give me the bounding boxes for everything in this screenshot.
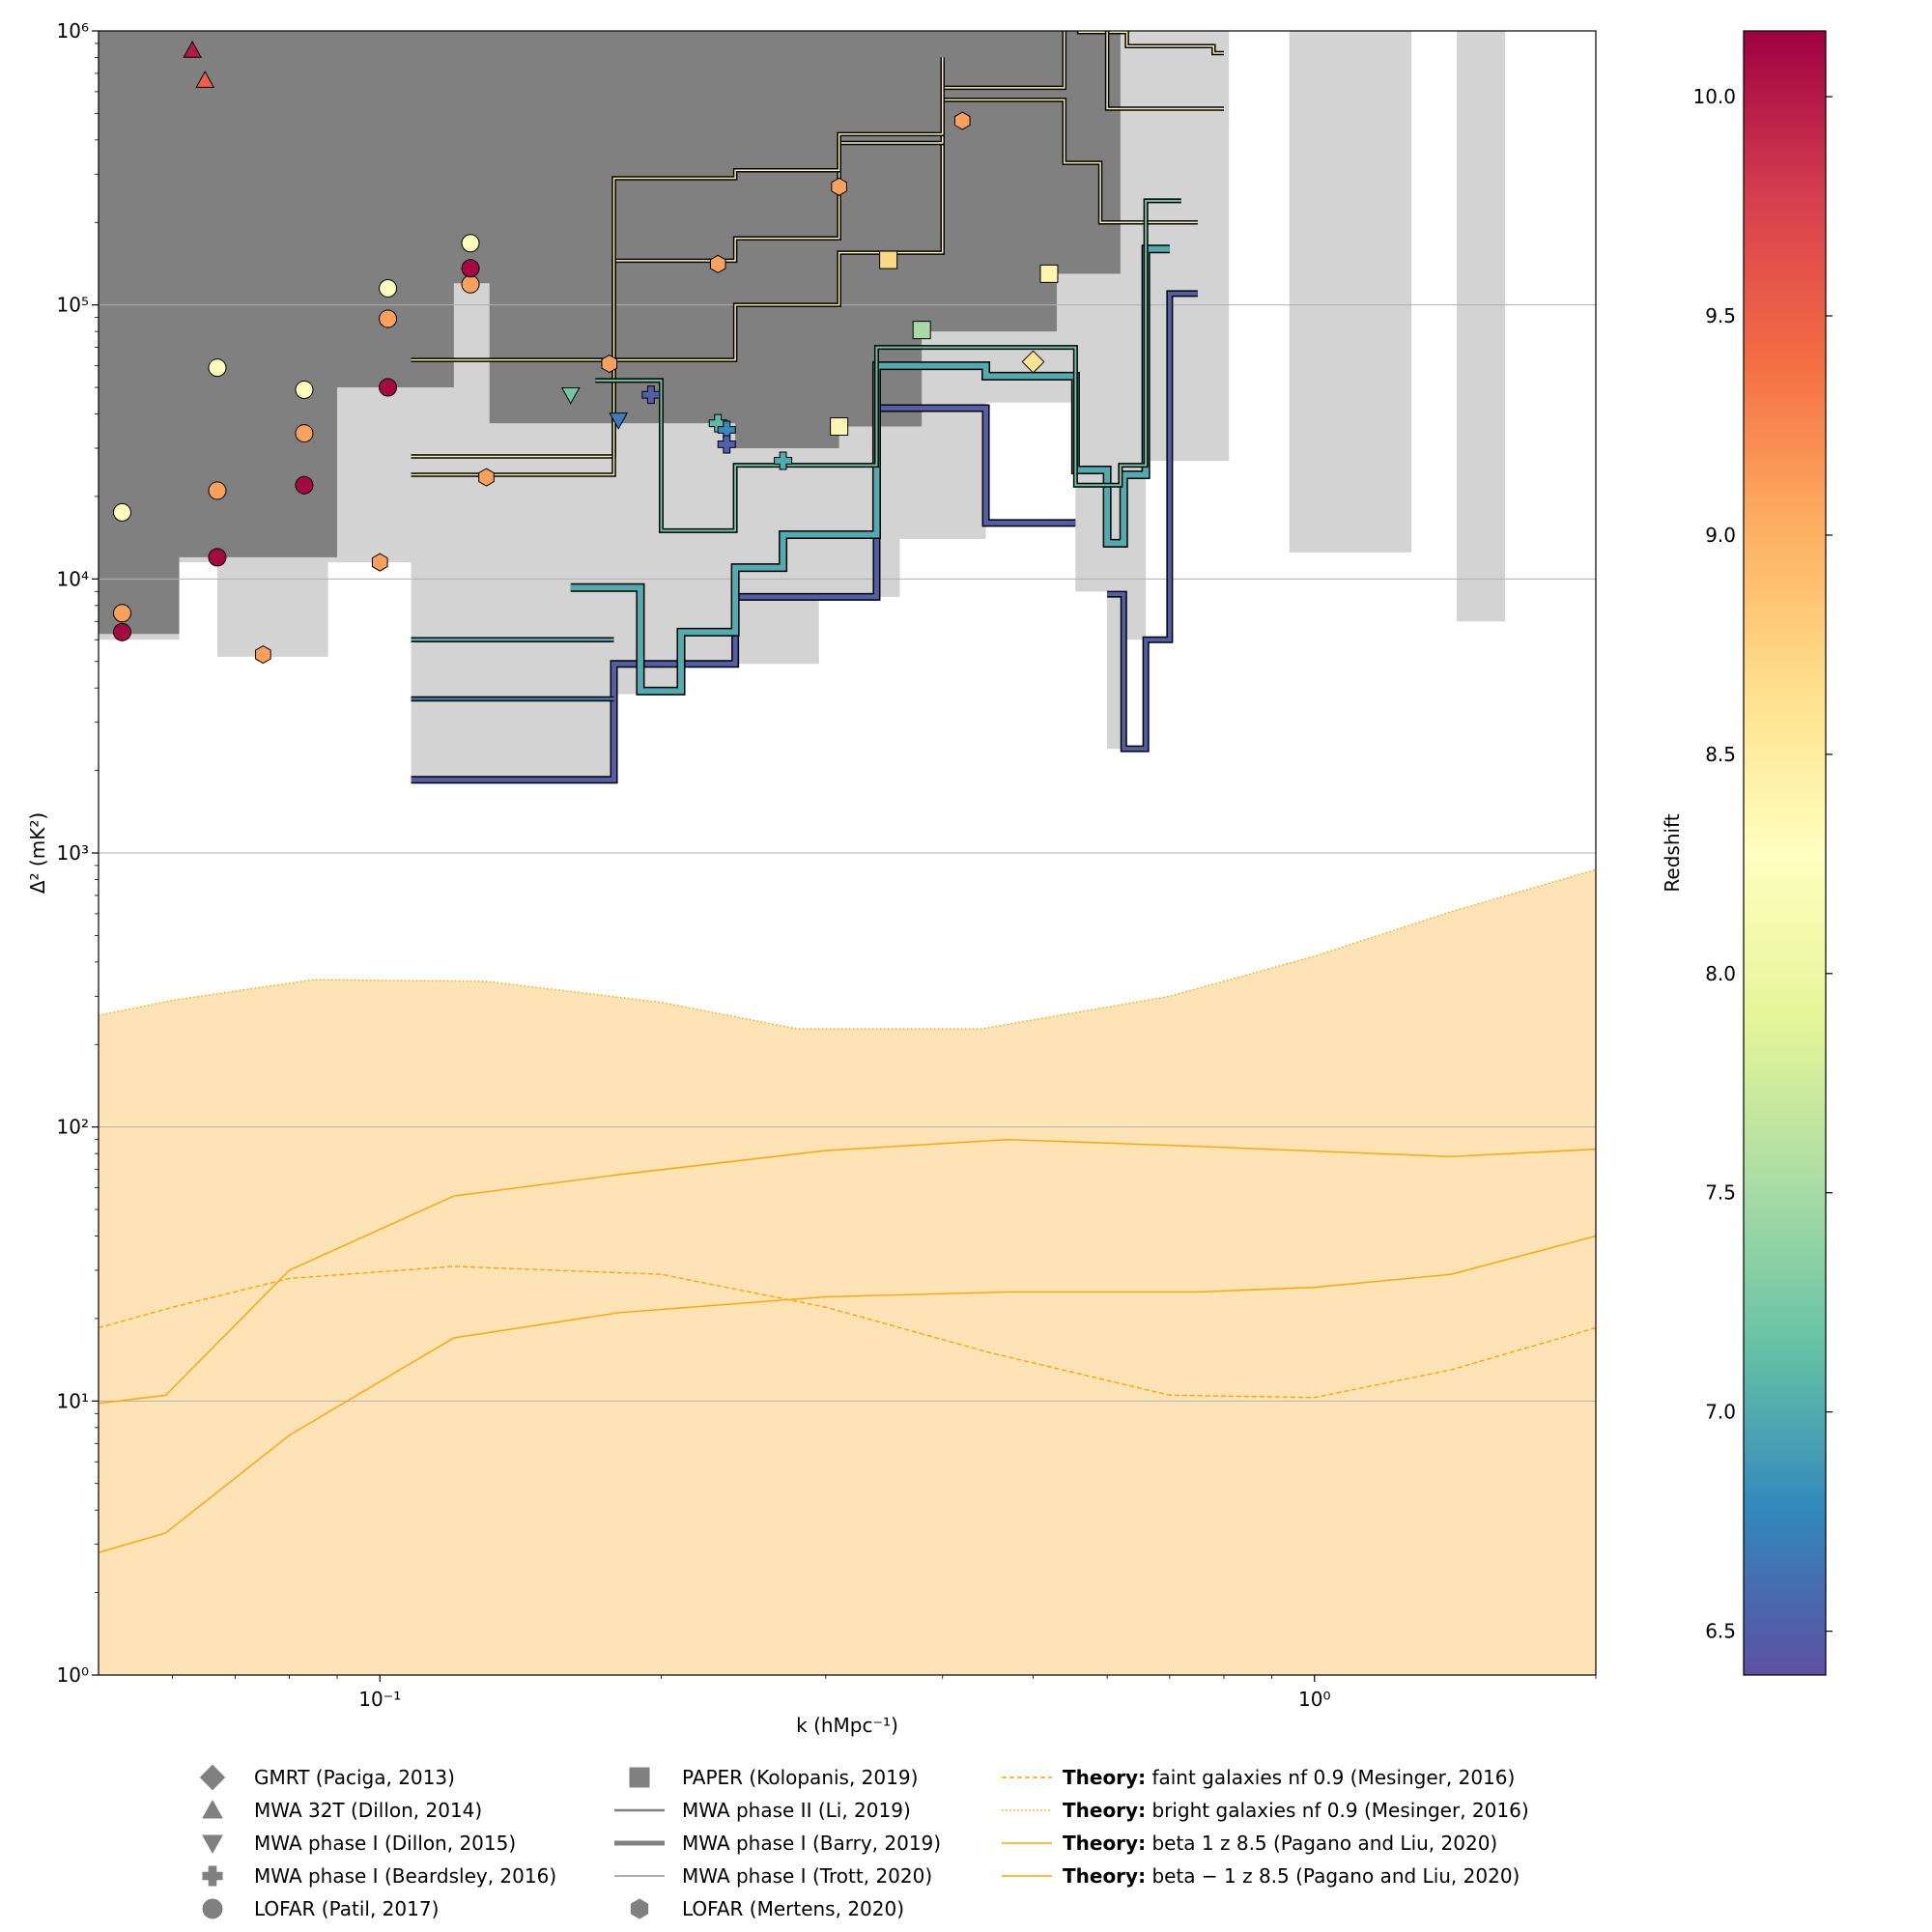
data-point: [208, 481, 227, 500]
data-point: [1021, 350, 1045, 374]
data-point: [717, 435, 736, 454]
y-tick-label: 10⁵: [57, 294, 89, 317]
data-point: [461, 274, 480, 294]
data-point: [195, 71, 215, 88]
data-point: [774, 451, 793, 470]
colorbar-gradient: [1743, 30, 1827, 1676]
theory-curve: [99, 1235, 1596, 1553]
circle-icon: [202, 1898, 223, 1919]
data-point: [295, 381, 314, 400]
legend-label: MWA phase I (Barry, 2019): [682, 1832, 941, 1855]
data-point: [208, 548, 227, 567]
data-point: [295, 424, 314, 443]
data-point: [295, 475, 314, 495]
plot-content: [99, 31, 1596, 1675]
legend-label: MWA 32T (Dillon, 2014): [254, 1799, 482, 1822]
limit-line: [1078, 31, 1224, 54]
colorbar-tick-label: 8.0: [1705, 962, 1736, 985]
legend-label: GMRT (Paciga, 2013): [254, 1766, 455, 1789]
data-point: [879, 250, 898, 270]
y-tick-label: 10¹: [57, 1389, 89, 1412]
data-point: [112, 622, 131, 641]
limit-line: [1107, 291, 1198, 752]
y-tick-label: 10⁰: [57, 1663, 89, 1687]
exclusion-band-light: [1457, 31, 1506, 622]
triangle-up-icon: [202, 1799, 223, 1819]
colorbar-tick-label: 6.5: [1705, 1620, 1736, 1643]
data-point: [208, 358, 227, 378]
legend-label: Theory: bright galaxies nf 0.9 (Mesinger…: [1063, 1799, 1529, 1822]
data-point: [112, 604, 131, 623]
theory-curve: [99, 868, 1596, 1030]
colorbar-tick-label: 8.5: [1705, 743, 1736, 766]
limit-line: [411, 57, 944, 476]
legend-label: Theory: beta − 1 z 8.5 (Pagano and Liu, …: [1063, 1864, 1520, 1888]
axes: 10⁰ 10¹ 10² 10³ 10⁴ 10⁵ 10⁶ 10⁻¹ 10⁰: [57, 19, 1597, 1711]
data-point: [641, 385, 661, 405]
limit-line: [570, 245, 1170, 695]
x-tick-label: 10⁻¹: [358, 1688, 401, 1711]
x-axis-title: k (hMpc⁻¹): [796, 1714, 898, 1737]
legend-label: MWA phase I (Trott, 2020): [682, 1864, 932, 1888]
data-point: [371, 553, 388, 572]
limit-line: [1106, 31, 1224, 110]
diamond-icon: [199, 1764, 226, 1791]
data-point: [379, 278, 398, 298]
data-point: [112, 502, 131, 522]
y-tick-label: 10²: [57, 1116, 89, 1139]
data-point: [379, 378, 398, 397]
legend-label: MWA phase II (Li, 2019): [682, 1799, 911, 1822]
legend-label: Theory: beta 1 z 8.5 (Pagano and Liu, 20…: [1063, 1832, 1497, 1855]
theory-band: [99, 869, 1596, 1675]
colorbar-tick-label: 10.0: [1692, 85, 1736, 108]
data-point: [831, 177, 847, 196]
colorbar: 6.5 7.0 7.5 8.0 8.5 9.0 9.5 10.0: [1692, 30, 1833, 1676]
legend-label: PAPER (Kolopanis, 2019): [682, 1766, 918, 1789]
colorbar-label: Redshift: [1661, 813, 1684, 892]
hexagon-icon: [630, 1898, 649, 1919]
data-point: [601, 354, 618, 374]
legend-label: MWA phase I (Beardsley, 2016): [254, 1864, 556, 1888]
plus-icon: [202, 1865, 223, 1887]
x-tick-label: 10⁰: [1298, 1688, 1330, 1711]
y-tick-label: 10³: [57, 841, 89, 865]
theory-curve: [99, 1138, 1596, 1405]
colorbar-tick-label: 9.5: [1705, 304, 1736, 327]
exclusion-region-dark: [99, 31, 1121, 635]
colorbar-tick-label: 7.5: [1705, 1181, 1736, 1205]
data-point: [912, 321, 931, 340]
triangle-down-icon: [202, 1834, 223, 1855]
legend-label: MWA phase I (Dillon, 2015): [254, 1832, 516, 1855]
exclusion-band-light: [1289, 31, 1412, 553]
data-point: [560, 386, 581, 405]
limit-line: [411, 406, 1076, 782]
data-point: [255, 644, 271, 665]
y-tick-label: 10⁴: [57, 567, 89, 590]
data-point: [183, 40, 202, 58]
legend-label: LOFAR (Patil, 2017): [254, 1897, 439, 1920]
limit-line: [411, 99, 1198, 361]
data-point: [830, 417, 849, 437]
data-point: [478, 468, 495, 487]
data-point: [379, 309, 398, 328]
colorbar-tick-label: 7.0: [1705, 1401, 1736, 1424]
square-icon: [629, 1767, 650, 1788]
y-tick-label: 10⁶: [57, 19, 89, 43]
y-axis-title: Δ² (mK²): [26, 812, 49, 894]
colorbar-tick-label: 9.0: [1705, 524, 1736, 547]
data-point: [953, 111, 971, 130]
data-point: [709, 254, 726, 273]
legend-label: Theory: faint galaxies nf 0.9 (Mesinger,…: [1063, 1766, 1515, 1789]
legend: GMRT (Paciga, 2013) MWA 32T (Dillon, 2014…: [199, 1764, 1529, 1920]
data-point: [461, 259, 480, 278]
data-point: [461, 234, 480, 253]
data-point: [609, 412, 629, 430]
theory-curve: [99, 1265, 1596, 1399]
legend-label: LOFAR (Mertens, 2020): [682, 1897, 904, 1920]
data-point: [1039, 264, 1059, 283]
limit-line: [595, 199, 1181, 532]
